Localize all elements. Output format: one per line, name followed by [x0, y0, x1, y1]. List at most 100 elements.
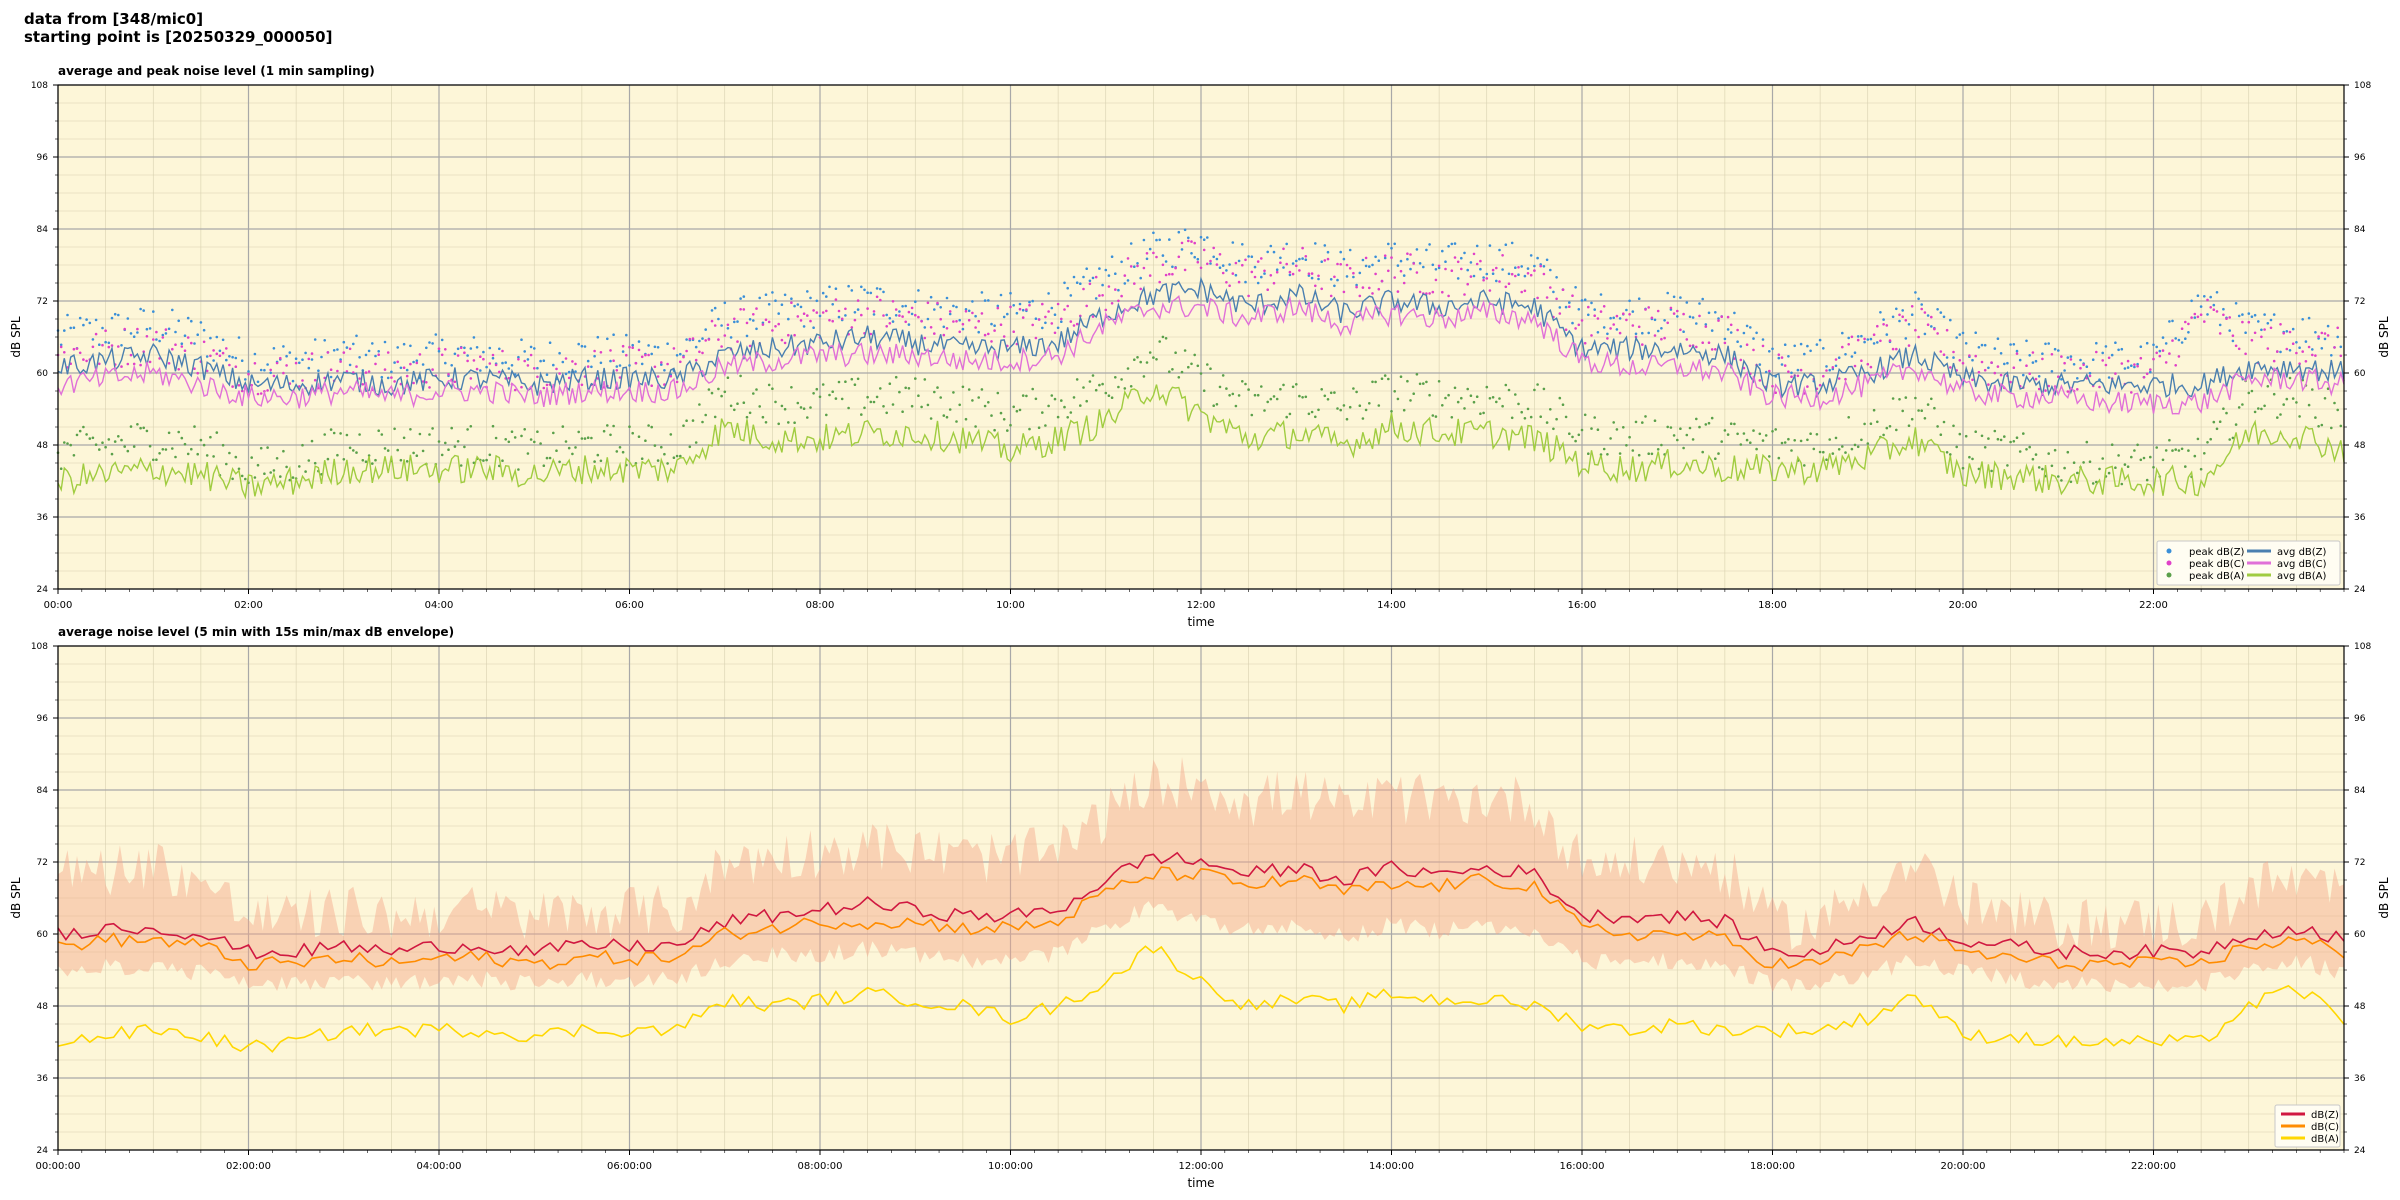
- peak-point: [212, 455, 215, 458]
- y-tick-label-right: 84: [2354, 786, 2366, 796]
- x-tick-label: 20:00: [1949, 600, 1978, 611]
- peak-point: [860, 413, 863, 416]
- y-tick-label-left: 84: [37, 225, 49, 235]
- legend-label: peak dB(A): [2189, 571, 2245, 582]
- peak-point: [1171, 368, 1174, 371]
- legend-marker: [2166, 572, 2172, 578]
- peak-point: [510, 364, 514, 367]
- peak-point: [174, 330, 177, 334]
- peak-point: [1148, 274, 1152, 277]
- peak-point: [1142, 375, 1146, 378]
- peak-point: [2152, 357, 2155, 361]
- peak-point: [739, 308, 742, 311]
- peak-point: [2104, 363, 2108, 367]
- peak-point: [361, 383, 365, 386]
- legend-marker: [2166, 560, 2172, 566]
- peak-point: [1771, 430, 1774, 433]
- peak-point: [2298, 346, 2301, 350]
- peak-point: [672, 347, 676, 350]
- peak-point: [75, 433, 79, 437]
- peak-point: [2044, 342, 2047, 346]
- peak-point: [1930, 325, 1933, 328]
- peak-point: [1456, 260, 1460, 264]
- peak-point: [1269, 244, 1273, 248]
- peak-point: [1834, 364, 1838, 368]
- peak-point: [367, 370, 371, 373]
- peak-point: [809, 319, 812, 323]
- peak-point: [971, 399, 974, 402]
- peak-point: [466, 428, 469, 431]
- peak-point: [218, 349, 222, 353]
- peak-point: [402, 366, 406, 370]
- peak-point: [1247, 294, 1250, 298]
- y-tick-label-right: 108: [2354, 642, 2371, 652]
- peak-point: [926, 301, 930, 305]
- peak-point: [2117, 348, 2120, 352]
- peak-point: [59, 343, 63, 347]
- peak-point: [431, 342, 434, 345]
- peak-point: [1945, 356, 1949, 359]
- peak-point: [1256, 393, 1260, 397]
- peak-point: [142, 309, 145, 312]
- peak-point: [586, 436, 590, 440]
- peak-point: [2120, 347, 2124, 351]
- peak-point: [783, 341, 787, 345]
- peak-point: [1469, 261, 1473, 264]
- peak-point: [1072, 324, 1076, 327]
- peak-point: [571, 452, 574, 456]
- peak-point: [999, 293, 1003, 297]
- peak-point: [1993, 371, 1997, 375]
- peak-point: [596, 335, 600, 339]
- peak-point: [1758, 363, 1762, 366]
- peak-point: [266, 446, 269, 449]
- peak-point: [1034, 336, 1038, 340]
- peak-point: [1399, 259, 1403, 263]
- peak-point: [701, 351, 704, 355]
- peak-point: [2279, 413, 2282, 416]
- peak-point: [1133, 265, 1136, 269]
- peak-point: [2076, 471, 2079, 475]
- peak-point: [266, 363, 269, 366]
- peak-point: [1263, 409, 1266, 412]
- peak-point: [2218, 323, 2222, 327]
- peak-point: [1399, 375, 1403, 379]
- peak-point: [1250, 413, 1254, 417]
- peak-point: [1926, 314, 1930, 317]
- peak-point: [964, 310, 968, 313]
- peak-point: [631, 346, 634, 350]
- peak-point: [647, 353, 650, 357]
- peak-point: [1555, 276, 1558, 279]
- peak-point: [1558, 312, 1562, 315]
- peak-point: [1304, 254, 1308, 258]
- peak-point: [2288, 330, 2292, 334]
- peak-point: [1253, 275, 1257, 279]
- peak-point: [409, 344, 412, 348]
- peak-point: [148, 360, 152, 364]
- peak-point: [1183, 228, 1187, 232]
- peak-point: [107, 438, 111, 441]
- peak-point: [2291, 397, 2295, 400]
- peak-point: [517, 358, 520, 361]
- peak-point: [2336, 326, 2339, 330]
- peak-point: [1123, 274, 1127, 277]
- peak-point: [812, 326, 815, 330]
- peak-point: [2015, 349, 2019, 353]
- peak-point: [1406, 379, 1409, 383]
- peak-point: [1298, 257, 1301, 261]
- peak-point: [1999, 352, 2003, 355]
- peak-point: [2180, 341, 2184, 344]
- peak-point: [1218, 385, 1222, 389]
- peak-point: [2184, 337, 2187, 341]
- peak-point: [1269, 274, 1273, 277]
- peak-point: [1012, 405, 1015, 409]
- peak-point: [2145, 478, 2149, 482]
- peak-point: [834, 397, 838, 400]
- legend-label: avg dB(A): [2277, 571, 2327, 582]
- peak-point: [755, 388, 758, 391]
- peak-point: [171, 447, 174, 450]
- peak-point: [796, 303, 800, 306]
- peak-point: [1669, 426, 1673, 429]
- peak-point: [1272, 250, 1276, 254]
- peak-point: [256, 380, 260, 384]
- peak-point: [1152, 251, 1155, 255]
